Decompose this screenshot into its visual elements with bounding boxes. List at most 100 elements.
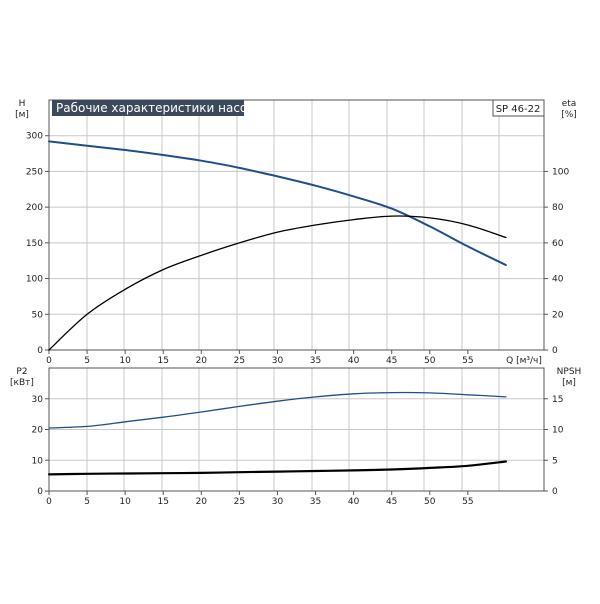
panel1-series-efficiency-point-9: [391, 216, 392, 217]
panel2-y-left-tick-label-2: 20: [32, 426, 44, 436]
panel1-y-right-axis-unit: [%]: [561, 110, 577, 120]
panel2-x-tick-label-7: 35: [310, 497, 321, 507]
panel1-model-label: SP 46-22: [496, 104, 541, 115]
panel1-title-box: [52, 100, 244, 116]
panel1-y-right-tick-label-3: 60: [552, 239, 564, 249]
panel1-series-head-point-2: [125, 150, 126, 151]
panel2-series-power-point-7: [315, 396, 316, 397]
panel2-series-power-point-10: [429, 392, 430, 393]
panel1-y-left-axis-name: H: [19, 99, 26, 109]
panel2-series-npsh-point-2: [125, 473, 126, 474]
panel1-series-efficiency-point-12: [505, 237, 506, 238]
panel2-series-power-point-2: [125, 421, 126, 422]
panel1-plot-frame: [48, 99, 545, 351]
panel1-series-efficiency-point-4: [201, 255, 202, 256]
panel2-series-npsh-point-1: [87, 473, 88, 474]
panel1-y-right-tick-label-0: 0: [552, 346, 558, 356]
panel1-model-box: [492, 99, 545, 117]
panel1-y-left-tick-label-5: 250: [26, 167, 43, 177]
panel1-y-left-tick-label-3: 150: [26, 239, 43, 249]
panel1-y-left-tick-label-4: 200: [26, 203, 43, 213]
panel2-x-tick-label-9: 45: [386, 497, 397, 507]
panel2-y-right-axis-unit: [м]: [562, 378, 576, 388]
panel2-series-power-point-12: [505, 396, 506, 397]
panel1-x-tick-label-1: 5: [84, 356, 90, 366]
panel1-x-tick-label-2: 10: [119, 356, 131, 366]
panel1-x-tick-label-6: 30: [272, 356, 284, 366]
panel2-x-tick-label-4: 20: [196, 497, 208, 507]
panel2-y-right-tick-label-2: 10: [552, 426, 564, 436]
panel2-series-power-point-11: [467, 394, 468, 395]
panel2-y-right-tick-label-3: 15: [552, 395, 563, 405]
panel1-x-tick-label-7: 35: [310, 356, 321, 366]
panel2-x-tick-label-2: 10: [119, 497, 131, 507]
panel2-series-npsh-point-12: [505, 461, 506, 462]
panel2-series-power-point-3: [163, 417, 164, 418]
panel1-x-tick-label-11: 55: [462, 356, 473, 366]
panel2-x-tick-label-11: 55: [462, 497, 473, 507]
panel1-series-head-point-4: [201, 160, 202, 161]
panel2-series-power-point-6: [277, 401, 278, 402]
panel1-series-efficiency-line: [48, 215, 507, 351]
panel1-y-left-tick-label-2: 100: [26, 275, 43, 285]
panel1-series-efficiency-point-6: [277, 232, 278, 233]
panel2-series-npsh-point-10: [429, 467, 430, 468]
panel1-series-efficiency-point-2: [125, 289, 126, 290]
panel2-series-power-point-5: [239, 406, 240, 407]
panel2-series-npsh-point-4: [201, 472, 202, 473]
panel1-y-left-axis-unit: [м]: [15, 110, 29, 120]
panel2-series-npsh-point-6: [277, 471, 278, 472]
panel1-series-head-point-9: [391, 208, 392, 209]
panel2-series-npsh-point-3: [163, 473, 164, 474]
panel2-series-npsh-point-7: [315, 471, 316, 472]
panel1-series-head-point-5: [239, 167, 240, 168]
panel2-y-left-axis-unit: [кВт]: [10, 378, 34, 388]
panel2-series-power-point-0: [49, 428, 50, 429]
panel2-series-power-line: [48, 391, 507, 429]
panel2-series-power-point-1: [87, 426, 88, 427]
panel2-series-power-point-9: [391, 392, 392, 393]
panel2-y-left-tick-label-1: 10: [32, 456, 44, 466]
panel1-series-head-line: [48, 140, 507, 266]
panel2-x-tick-label-3: 15: [158, 497, 169, 507]
panel1-series-efficiency-point-7: [315, 225, 316, 226]
panel1-series-head-point-7: [315, 185, 316, 186]
panel1-series-head-point-6: [277, 176, 278, 177]
panel1-y-right-tick-label-1: 20: [552, 310, 564, 320]
panel1-series-efficiency-point-1: [87, 314, 88, 315]
panel2-y-right-axis-name: NPSH: [557, 367, 582, 377]
panel2-y-right-tick-label-1: 5: [552, 456, 558, 466]
panel1-series-head-point-11: [467, 246, 468, 247]
panel1-y-right-tick-label-2: 40: [552, 275, 564, 285]
panel1-x-tick-label-4: 20: [196, 356, 208, 366]
panel1-y-right-tick-label-4: 80: [552, 203, 564, 213]
panel1-series-head-point-3: [163, 155, 164, 156]
panel1-series-head-point-12: [505, 265, 506, 266]
panel1-series-head-point-8: [353, 196, 354, 197]
panel2-x-tick-label-8: 40: [348, 497, 360, 507]
panel1-y-left-tick-label-1: 50: [32, 310, 44, 320]
panel2-series-power-point-8: [353, 393, 354, 394]
panel1-series-efficiency-point-0: [49, 350, 50, 351]
panel1-x-tick-label-8: 40: [348, 356, 360, 366]
panel2-series-npsh-point-11: [467, 465, 468, 466]
panel1-chart-title: Рабочие характеристики насоса: [56, 101, 261, 115]
panel2-y-right-tick-label-0: 0: [552, 487, 558, 497]
panel1-x-axis-label: Q [м³/ч]: [506, 356, 542, 366]
panel1-series-efficiency-point-11: [467, 225, 468, 226]
panel1-x-tick-label-10: 50: [424, 356, 436, 366]
panel1-series-efficiency-point-3: [163, 269, 164, 270]
panel2-series-npsh-point-9: [391, 469, 392, 470]
panel1-y-right-tick-label-5: 100: [552, 167, 569, 177]
panel2-series-npsh-line: [47, 460, 507, 476]
panel2-x-tick-label-10: 50: [424, 497, 436, 507]
panel1-y-left-tick-label-0: 0: [37, 346, 43, 356]
panel1-series-head-point-0: [49, 141, 50, 142]
panel1-series-head-point-1: [87, 145, 88, 146]
panel1-series-efficiency-point-8: [353, 219, 354, 220]
panel2-x-tick-label-5: 25: [234, 497, 245, 507]
panel1-x-tick-label-5: 25: [234, 356, 245, 366]
panel2-series-power-point-4: [201, 412, 202, 413]
